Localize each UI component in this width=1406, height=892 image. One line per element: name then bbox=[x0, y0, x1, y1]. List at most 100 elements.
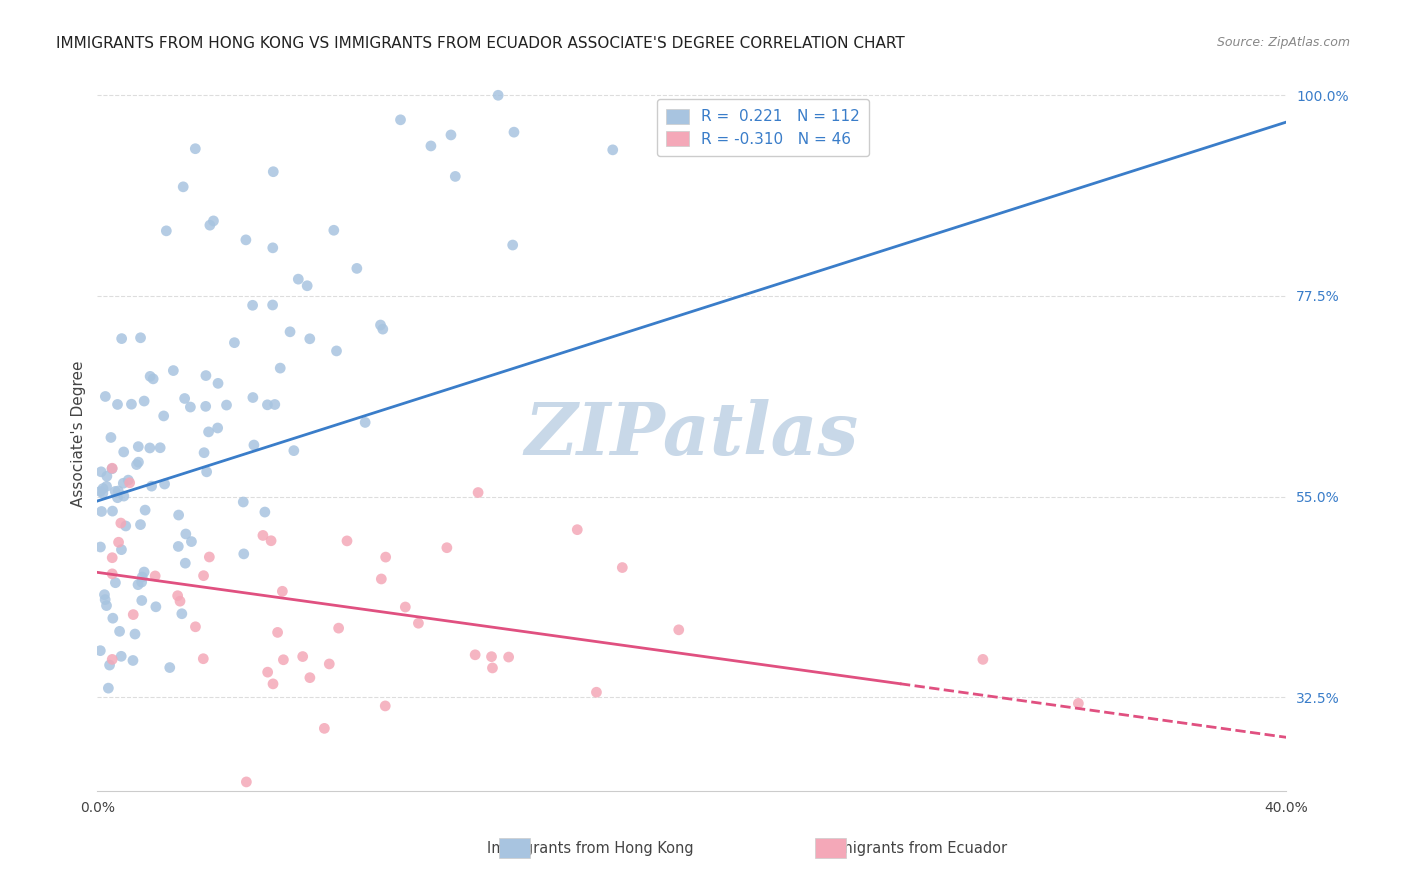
Text: Immigrants from Ecuador: Immigrants from Ecuador bbox=[820, 841, 1008, 856]
Point bbox=[174, 527, 197, 541]
Point bbox=[972, 652, 994, 666]
Legend: R =  0.221   N = 112, R = -0.310   N = 46: R = 0.221 N = 112, R = -0.310 N = 46 bbox=[657, 99, 869, 156]
Point bbox=[180, 534, 202, 549]
Point bbox=[120, 397, 142, 411]
Point bbox=[336, 533, 359, 548]
Point bbox=[232, 547, 254, 561]
Point bbox=[184, 620, 207, 634]
Point bbox=[122, 607, 145, 622]
Point bbox=[112, 476, 135, 491]
Point bbox=[318, 657, 340, 671]
Point bbox=[131, 593, 153, 607]
Point bbox=[167, 508, 190, 522]
Point bbox=[170, 607, 193, 621]
Point bbox=[585, 685, 607, 699]
Point bbox=[173, 392, 195, 406]
Point bbox=[194, 400, 217, 414]
Point bbox=[117, 473, 139, 487]
Point bbox=[346, 261, 368, 276]
Point bbox=[440, 128, 463, 142]
Point bbox=[142, 372, 165, 386]
Point bbox=[98, 658, 121, 673]
Point bbox=[370, 318, 392, 332]
Point bbox=[166, 589, 188, 603]
Point bbox=[197, 425, 219, 439]
Point bbox=[179, 400, 201, 414]
Point bbox=[235, 233, 257, 247]
Point bbox=[262, 165, 284, 179]
Point bbox=[101, 461, 124, 475]
Point bbox=[256, 398, 278, 412]
Point bbox=[90, 465, 112, 479]
Point bbox=[263, 397, 285, 411]
Point bbox=[567, 523, 589, 537]
Point bbox=[153, 477, 176, 491]
Point bbox=[145, 599, 167, 614]
Point bbox=[374, 550, 396, 565]
Point bbox=[172, 179, 194, 194]
Point bbox=[111, 332, 134, 346]
Point bbox=[498, 650, 520, 665]
Point bbox=[252, 528, 274, 542]
Point bbox=[104, 484, 127, 499]
Point bbox=[612, 560, 634, 574]
Point bbox=[155, 224, 177, 238]
Point bbox=[152, 409, 174, 423]
Point bbox=[481, 649, 503, 664]
Point bbox=[184, 142, 207, 156]
Y-axis label: Associate's Degree: Associate's Degree bbox=[72, 361, 86, 508]
Point bbox=[224, 335, 246, 350]
Point bbox=[91, 486, 114, 500]
Point bbox=[96, 599, 118, 613]
Point bbox=[101, 566, 124, 581]
Point bbox=[96, 479, 118, 493]
Point bbox=[114, 519, 136, 533]
Point bbox=[90, 504, 112, 518]
Point bbox=[260, 533, 283, 548]
Point bbox=[235, 775, 257, 789]
Point bbox=[97, 681, 120, 695]
Point bbox=[298, 332, 321, 346]
Point bbox=[89, 540, 111, 554]
Point bbox=[194, 368, 217, 383]
Point bbox=[127, 455, 149, 469]
Text: IMMIGRANTS FROM HONG KONG VS IMMIGRANTS FROM ECUADOR ASSOCIATE'S DEGREE CORRELAT: IMMIGRANTS FROM HONG KONG VS IMMIGRANTS … bbox=[56, 36, 905, 51]
Point bbox=[668, 623, 690, 637]
Point bbox=[283, 443, 305, 458]
Text: Immigrants from Hong Kong: Immigrants from Hong Kong bbox=[488, 841, 693, 856]
Point bbox=[271, 584, 294, 599]
Point bbox=[141, 479, 163, 493]
Point bbox=[193, 568, 215, 582]
Point bbox=[291, 649, 314, 664]
Point bbox=[253, 505, 276, 519]
Point bbox=[266, 625, 288, 640]
Point bbox=[162, 363, 184, 377]
Point bbox=[94, 389, 117, 403]
Point bbox=[108, 624, 131, 639]
Point bbox=[1067, 697, 1090, 711]
Point bbox=[110, 649, 132, 664]
Point bbox=[262, 298, 284, 312]
Point bbox=[159, 660, 181, 674]
Point bbox=[325, 343, 347, 358]
Point bbox=[125, 458, 148, 472]
Point bbox=[207, 421, 229, 435]
Point bbox=[486, 88, 509, 103]
Point bbox=[273, 653, 295, 667]
Point bbox=[131, 570, 153, 584]
Point bbox=[269, 361, 291, 376]
Point bbox=[198, 218, 221, 232]
Point bbox=[129, 331, 152, 345]
Point bbox=[110, 516, 132, 530]
Point bbox=[107, 535, 129, 549]
Point bbox=[394, 600, 416, 615]
Point bbox=[295, 278, 318, 293]
Point bbox=[202, 214, 225, 228]
Point bbox=[110, 542, 132, 557]
Point bbox=[107, 483, 129, 498]
Point bbox=[112, 445, 135, 459]
Point bbox=[112, 489, 135, 503]
Point bbox=[134, 503, 156, 517]
Point bbox=[127, 577, 149, 591]
Point bbox=[256, 665, 278, 680]
